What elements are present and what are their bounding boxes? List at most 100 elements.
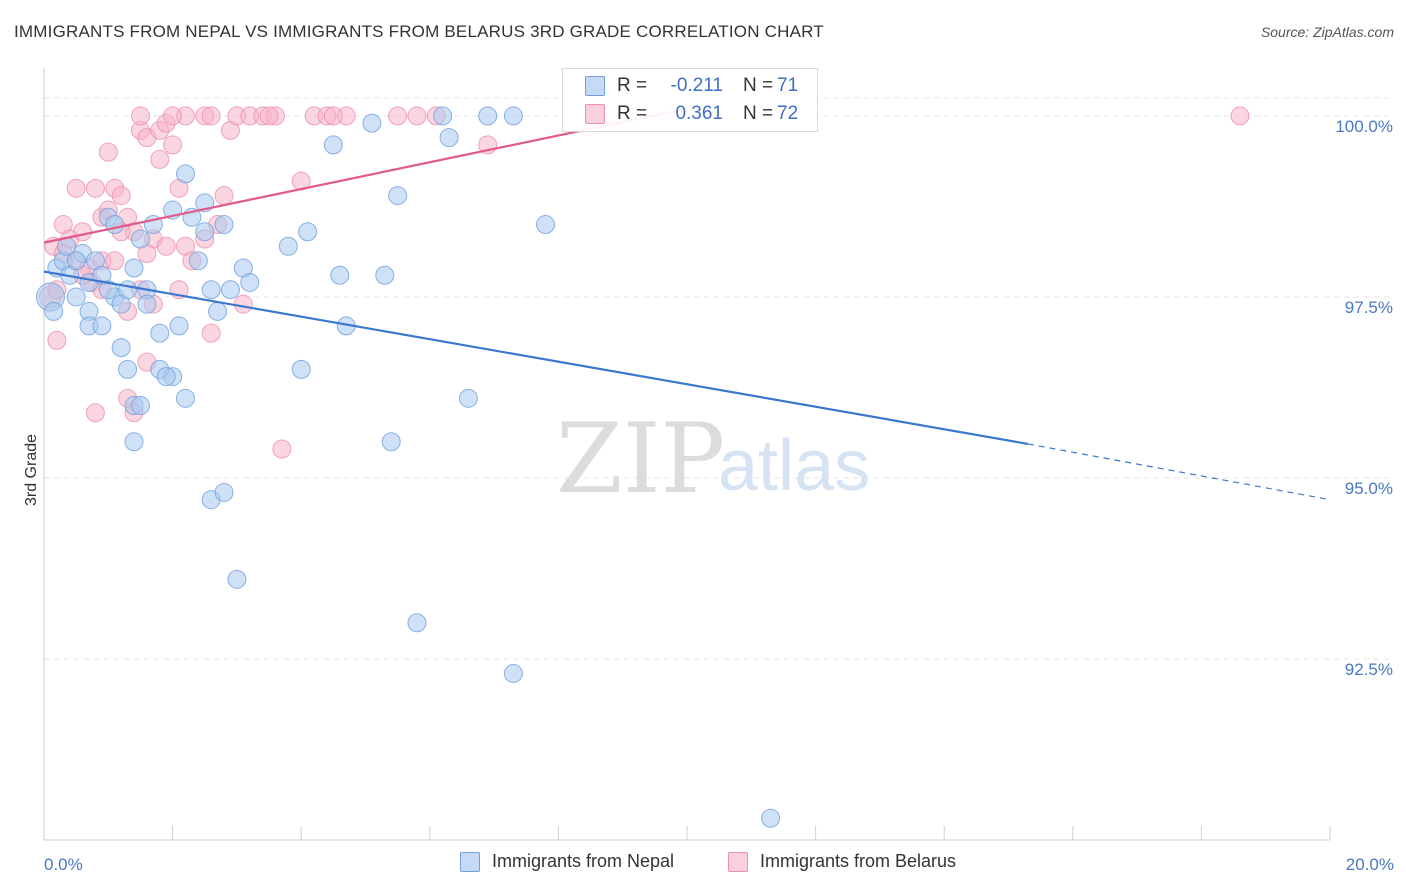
nepal-point <box>503 106 523 126</box>
nepal-point <box>137 294 157 314</box>
belarus-point <box>259 106 279 126</box>
legend-n-value: 72 <box>777 103 799 124</box>
legend-r-value: -0.211 <box>670 75 723 96</box>
legend-row-nepal: R = -0.211 N = 71 <box>585 73 798 99</box>
belarus-point <box>105 251 125 271</box>
belarus-point <box>163 106 183 126</box>
belarus-point <box>407 106 427 126</box>
legend-swatch-belarus <box>585 104 605 124</box>
legend-item-belarus[interactable]: Immigrants from Belarus <box>728 851 956 872</box>
y-axis-label: 3rd Grade <box>23 434 40 506</box>
y-tick-label: 95.0% <box>1345 479 1393 498</box>
legend-r-label: R = <box>617 75 648 96</box>
legend-row-belarus: R = 0.361 N = 72 <box>585 101 798 127</box>
nepal-point <box>761 808 781 828</box>
nepal-point <box>124 432 144 452</box>
chart-title: IMMIGRANTS FROM NEPAL VS IMMIGRANTS FROM… <box>14 22 824 41</box>
nepal-point <box>118 359 138 379</box>
nepal-point <box>381 432 401 452</box>
nepal-point <box>195 222 215 242</box>
nepal-point <box>220 280 240 300</box>
legend-swatch-nepal <box>585 76 605 96</box>
nepal-point <box>130 396 150 416</box>
legend-item-nepal[interactable]: Immigrants from Nepal <box>460 851 674 872</box>
nepal-point <box>130 229 150 249</box>
watermark-zip: ZIP <box>556 403 725 515</box>
nepal-trend-line <box>43 270 1028 446</box>
nepal-point <box>105 215 125 235</box>
x-tick-label: 0.0% <box>44 855 83 874</box>
nepal-points <box>35 106 781 828</box>
nepal-point <box>503 663 523 683</box>
legend-n-label: N = <box>743 103 774 124</box>
belarus-point <box>66 178 86 198</box>
watermark: ZIP atlas <box>556 403 870 515</box>
legend-r-label: R = <box>617 103 648 124</box>
nepal-point <box>458 388 478 408</box>
belarus-point <box>156 236 176 256</box>
legend-r-value: 0.361 <box>675 103 723 124</box>
nepal-point <box>44 301 64 321</box>
belarus-point <box>150 149 170 169</box>
nepal-point <box>478 106 498 126</box>
nepal-point <box>323 135 343 155</box>
nepal-point <box>92 316 112 336</box>
nepal-point <box>227 569 247 589</box>
tick-labels: 92.5% 95.0% 97.5% 100.0% 0.0% 20.0% <box>44 117 1394 874</box>
nepal-point <box>98 280 118 300</box>
legend-label-belarus: Immigrants from Belarus <box>760 851 957 871</box>
belarus-point <box>73 222 93 242</box>
nepal-point <box>278 236 298 256</box>
belarus-point <box>201 323 221 343</box>
nepal-point <box>169 316 189 336</box>
nepal-point <box>298 222 318 242</box>
nepal-point <box>188 251 208 271</box>
nepal-point <box>291 359 311 379</box>
nepal-point <box>124 258 144 278</box>
nepal-point <box>150 323 170 343</box>
belarus-point <box>1230 106 1250 126</box>
nepal-point <box>362 113 382 133</box>
nepal-point <box>439 128 459 148</box>
nepal-point <box>407 613 427 633</box>
nepal-point <box>111 338 131 358</box>
belarus-point <box>388 106 408 126</box>
legend-n-value: 71 <box>777 75 799 96</box>
nepal-point <box>214 482 234 502</box>
nepal-point <box>208 301 228 321</box>
belarus-point <box>163 135 183 155</box>
nepal-point <box>214 215 234 235</box>
belarus-point <box>85 178 105 198</box>
y-tick-label: 97.5% <box>1345 298 1393 317</box>
belarus-point <box>272 439 292 459</box>
nepal-point <box>330 265 350 285</box>
belarus-point <box>130 106 150 126</box>
gridlines <box>44 97 1390 660</box>
axes <box>43 68 1331 841</box>
x-tick-label: 20.0% <box>1346 855 1394 874</box>
belarus-point <box>47 330 67 350</box>
belarus-point <box>98 142 118 162</box>
nepal-point <box>66 287 86 307</box>
nepal-point <box>536 215 556 235</box>
nepal-point <box>433 106 453 126</box>
belarus-point <box>233 294 253 314</box>
y-tick-label: 100.0% <box>1335 117 1393 136</box>
legend-label-nepal: Immigrants from Nepal <box>492 851 675 871</box>
legend-swatch-nepal <box>460 851 480 872</box>
nepal-point <box>175 388 195 408</box>
nepal-point <box>375 265 395 285</box>
watermark-atlas: atlas <box>718 426 870 506</box>
nepal-point <box>156 367 176 387</box>
nepal-point <box>175 164 195 184</box>
nepal-point <box>118 280 138 300</box>
belarus-point <box>111 186 131 206</box>
belarus-point <box>214 186 234 206</box>
belarus-point <box>201 106 221 126</box>
nepal-trend-line-extension <box>1027 443 1331 501</box>
nepal-point <box>240 272 260 292</box>
legend-swatch-belarus <box>728 851 748 872</box>
nepal-point <box>201 280 221 300</box>
belarus-point <box>85 403 105 423</box>
stats-legend: R = -0.211 N = 71 R = 0.361 N = 72 <box>562 68 818 132</box>
